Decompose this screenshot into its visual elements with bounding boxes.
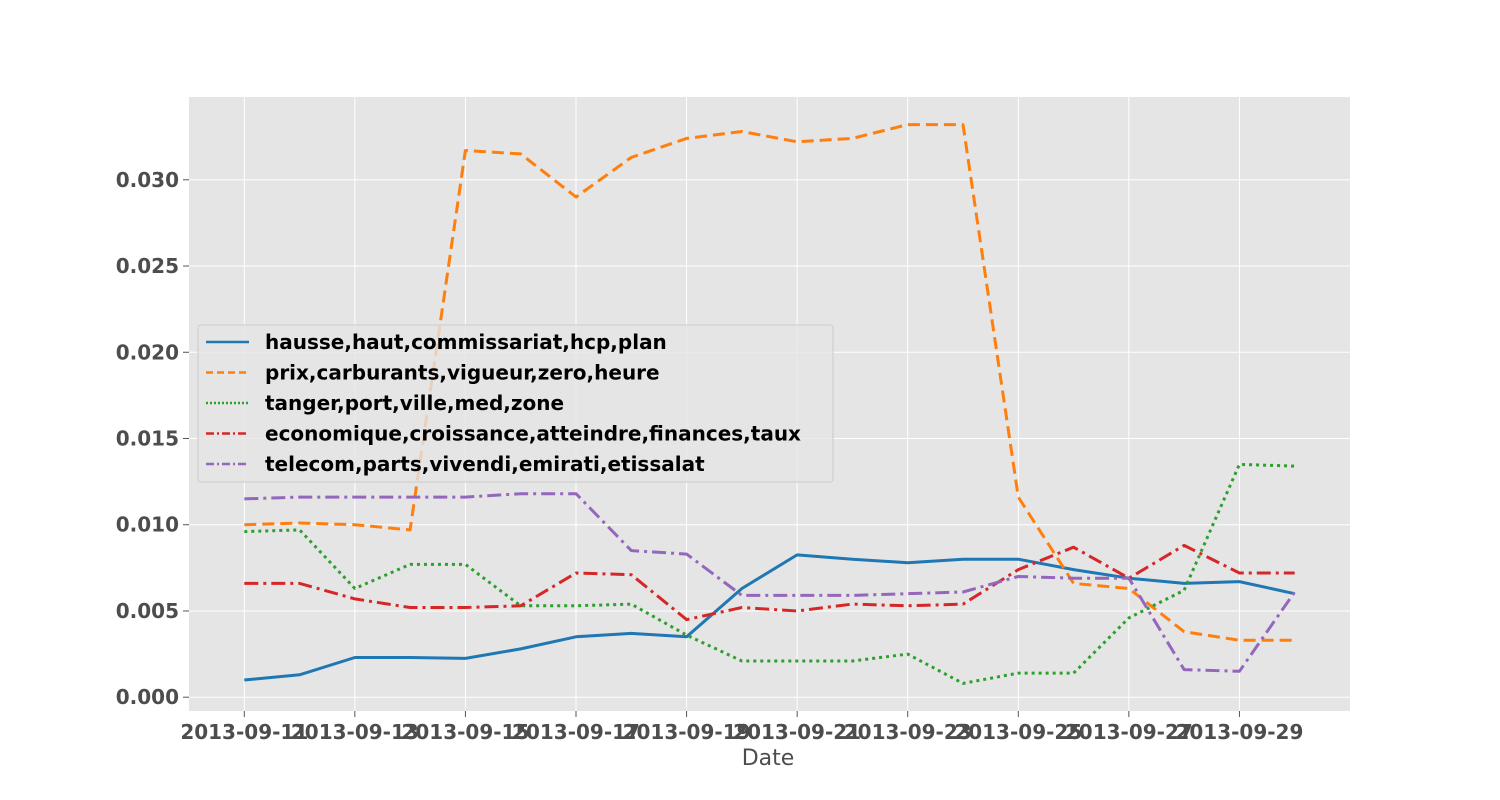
- series-line: [244, 492, 1296, 673]
- series-line: [244, 543, 1295, 622]
- x-axis-title: Date: [742, 746, 795, 771]
- y-tick-label: 0.010: [116, 513, 179, 537]
- legend-entry-label: economique,croissance,atteindre,finances…: [265, 422, 801, 446]
- legend-box: [197, 324, 834, 483]
- x-tick-label: 2013-09-13: [291, 720, 419, 744]
- x-tick-label: 2013-09-19: [623, 720, 751, 744]
- y-tick-label: 0.025: [116, 254, 179, 278]
- y-axis-ticks: 0.000 0.005 0.010 0.015 0.020 0.025 0.030: [116, 168, 189, 709]
- legend-entry-label: tanger,port,ville,med,zone: [265, 391, 564, 415]
- x-tick-label: 2013-09-11: [180, 720, 308, 744]
- x-tick-label: 2013-09-17: [512, 720, 640, 744]
- x-tick-label: 2013-09-21: [733, 720, 861, 744]
- y-tick-label: 0.015: [116, 426, 179, 450]
- x-axis-ticks: 2013-09-112013-09-132013-09-152013-09-17…: [180, 711, 1303, 744]
- y-tick-label: 0.000: [116, 685, 179, 709]
- legend-entry-label: prix,carburants,vigueur,zero,heure: [265, 361, 660, 385]
- series-lines: [244, 123, 1296, 685]
- x-tick-label: 2013-09-29: [1175, 720, 1303, 744]
- x-tick-label: 2013-09-23: [844, 720, 972, 744]
- y-tick-label: 0.030: [116, 168, 179, 192]
- legend: hausse,haut,commissariat,hcp,plan prix,ca…: [197, 324, 834, 483]
- y-tick-label: 0.020: [116, 340, 179, 364]
- x-tick-label: 2013-09-27: [1065, 720, 1193, 744]
- legend-entry-label: telecom,parts,vivendi,emirati,etissalat: [265, 452, 705, 476]
- series-line: [244, 553, 1296, 682]
- y-tick-label: 0.005: [116, 599, 179, 623]
- legend-entry-label: hausse,haut,commissariat,hcp,plan: [265, 330, 667, 354]
- x-tick-label: 2013-09-25: [954, 720, 1082, 744]
- series-line: [244, 462, 1295, 685]
- x-tick-label: 2013-09-15: [401, 720, 529, 744]
- series-line: [244, 123, 1295, 642]
